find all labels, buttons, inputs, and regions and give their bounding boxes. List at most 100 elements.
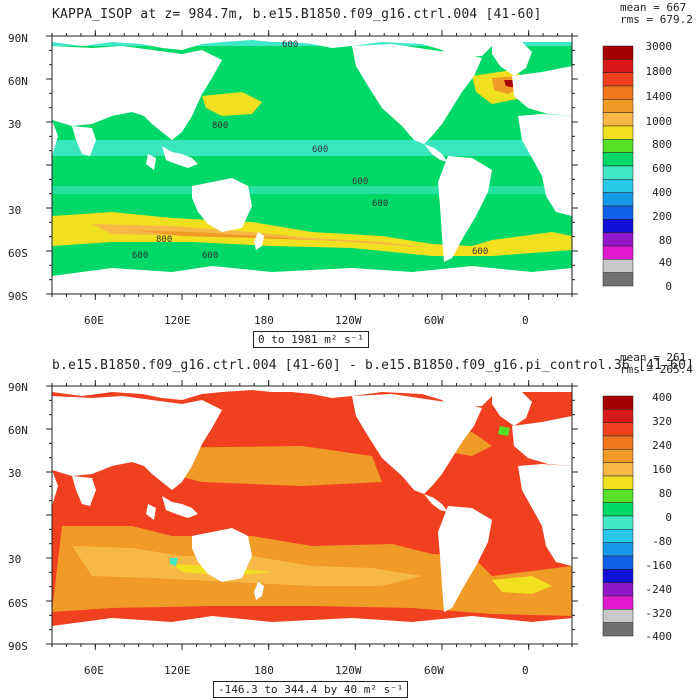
colorbar-swatch [602, 232, 634, 247]
colorbar-swatch [602, 179, 634, 193]
panel1-xtick-60E: 60E [84, 314, 104, 327]
colorbar-swatch [602, 245, 634, 260]
panel2-cb-label-3: 160 [652, 463, 672, 476]
panel1-cb-label-5: 600 [652, 162, 672, 175]
panel2-xtick-60W: 60W [424, 664, 444, 677]
panel1-rms: rms = 679.2 [620, 13, 693, 26]
panel2-range-box: -146.3 to 344.4 by 40 m² s⁻¹ [213, 681, 409, 698]
panel1-cb-label-0: 3000 [645, 40, 673, 53]
panel2-map [22, 385, 573, 645]
colorbar-swatch [602, 435, 634, 450]
panel1-cb-label-2: 1400 [645, 90, 673, 103]
colorbar-swatch [602, 192, 634, 207]
panel1-xtick-60W: 60W [424, 314, 444, 327]
colorbar-swatch [602, 205, 634, 220]
panel2-ytick-60S: 60S [8, 597, 28, 610]
panel2-rms: rms = 265.4 [620, 363, 693, 376]
colorbar-swatch [602, 422, 634, 437]
panel1-map: 600 800 600 600 600 800 600 600 600 [22, 35, 573, 295]
panel2-xtick-0: 0 [522, 664, 529, 677]
panel1-xtick-180: 180 [254, 314, 274, 327]
colorbar-swatch [602, 139, 634, 153]
colorbar-swatch [602, 45, 634, 60]
panel2-mean: mean = 261 [620, 351, 687, 364]
panel2-npac-orange [152, 446, 382, 486]
panel1-contour-label: 600 [472, 247, 488, 257]
panel2-cb-label-7: -160 [645, 559, 673, 572]
panel2-xtick-120W: 120W [335, 664, 362, 677]
colorbar-swatch [602, 609, 634, 623]
colorbar-swatch [602, 475, 634, 490]
panel2-xtick-60E: 60E [84, 664, 104, 677]
panel1-cb-label-4: 800 [652, 138, 672, 151]
colorbar-swatch [602, 582, 634, 597]
panel1-contour-label: 800 [156, 235, 172, 245]
panel1-mean: mean = 667 [620, 1, 687, 14]
panel1-xtick-120W: 120W [335, 314, 362, 327]
colorbar-swatch [602, 259, 634, 273]
panel2-cb-label-0: 400 [652, 391, 672, 404]
panel2-cb-label-8: -240 [645, 583, 673, 596]
panel1-ytick-60S: 60S [8, 247, 28, 260]
panel2-xtick-180: 180 [254, 664, 274, 677]
colorbar-swatch [602, 462, 634, 477]
panel2-cb-label-6: -80 [652, 535, 672, 548]
panel2-ytick-60N: 60N [8, 424, 28, 437]
panel1-contour-label: 600 [352, 177, 368, 187]
colorbar-swatch [602, 395, 634, 410]
colorbar-swatch [602, 72, 634, 87]
colorbar-legend [602, 45, 634, 637]
panel1-xtick-120E: 120E [164, 314, 191, 327]
panel1-title: KAPPA_ISOP at z= 984.7m, b.e15.B1850.f09… [52, 7, 542, 22]
panel2-cb-label-4: 80 [658, 487, 672, 500]
panel2-ytick-90N: 90N [8, 381, 28, 394]
colorbar-swatch [602, 595, 634, 610]
panel2-ytick-90S: 90S [8, 640, 28, 653]
panel2-cb-label-2: 240 [652, 439, 672, 452]
panel1-equatorial-band [52, 140, 572, 156]
colorbar-swatch [602, 152, 634, 167]
colorbar-swatch [602, 409, 634, 423]
panel2-title: b.e15.B1850.f09_g16.ctrl.004 [41-60] - b… [52, 358, 695, 373]
panel1-cb-label-3: 1000 [645, 115, 673, 128]
colorbar-swatch [602, 449, 634, 463]
panel1-contour-label: 600 [312, 145, 328, 155]
colorbar-swatch [602, 489, 634, 503]
panel1-ytick-60N: 60N [8, 75, 28, 88]
panel1-contour-label: 600 [202, 251, 218, 261]
colorbar-swatch [602, 59, 634, 73]
panel1-ytick-90N: 90N [8, 32, 28, 45]
panel2-cb-label-5: 0 [665, 511, 672, 524]
panel2-xtick-120E: 120E [164, 664, 191, 677]
colorbar-swatch [602, 165, 634, 180]
panel1-npac-yellow [202, 92, 262, 116]
panel1-contour-label: 600 [282, 40, 298, 50]
colorbar-swatch [602, 502, 634, 517]
panel1-ytick-90S: 90S [8, 290, 28, 303]
panel2-cb-label-10: -400 [645, 630, 673, 643]
colorbar-swatch [602, 272, 634, 287]
colorbar-swatch [602, 569, 634, 583]
panel2-cb-label-9: -320 [645, 607, 673, 620]
colorbar-swatch [602, 515, 634, 530]
panel2-cb-label-1: 320 [652, 415, 672, 428]
panel1-xtick-0: 0 [522, 314, 529, 327]
colorbar-swatch [602, 99, 634, 113]
panel1-contour-label: 600 [132, 251, 148, 261]
panel1-cb-label-9: 40 [658, 256, 672, 269]
colorbar-swatch [602, 85, 634, 100]
panel1-contour-label: 600 [372, 199, 388, 209]
colorbar-swatch [602, 125, 634, 140]
colorbar-swatch [602, 555, 634, 570]
colorbar-swatch [602, 622, 634, 637]
panel1-cb-label-1: 1800 [645, 65, 673, 78]
panel1-acc-yellow [52, 212, 572, 256]
panel1-cb-label-7: 200 [652, 210, 672, 223]
colorbar-swatch [602, 112, 634, 127]
axis-ticks [46, 30, 578, 650]
panel1-range-box: 0 to 1981 m² s⁻¹ [253, 331, 369, 348]
colorbar-swatch [602, 542, 634, 557]
panel1-cb-label-6: 400 [652, 186, 672, 199]
panel1-cb-label-8: 80 [658, 234, 672, 247]
